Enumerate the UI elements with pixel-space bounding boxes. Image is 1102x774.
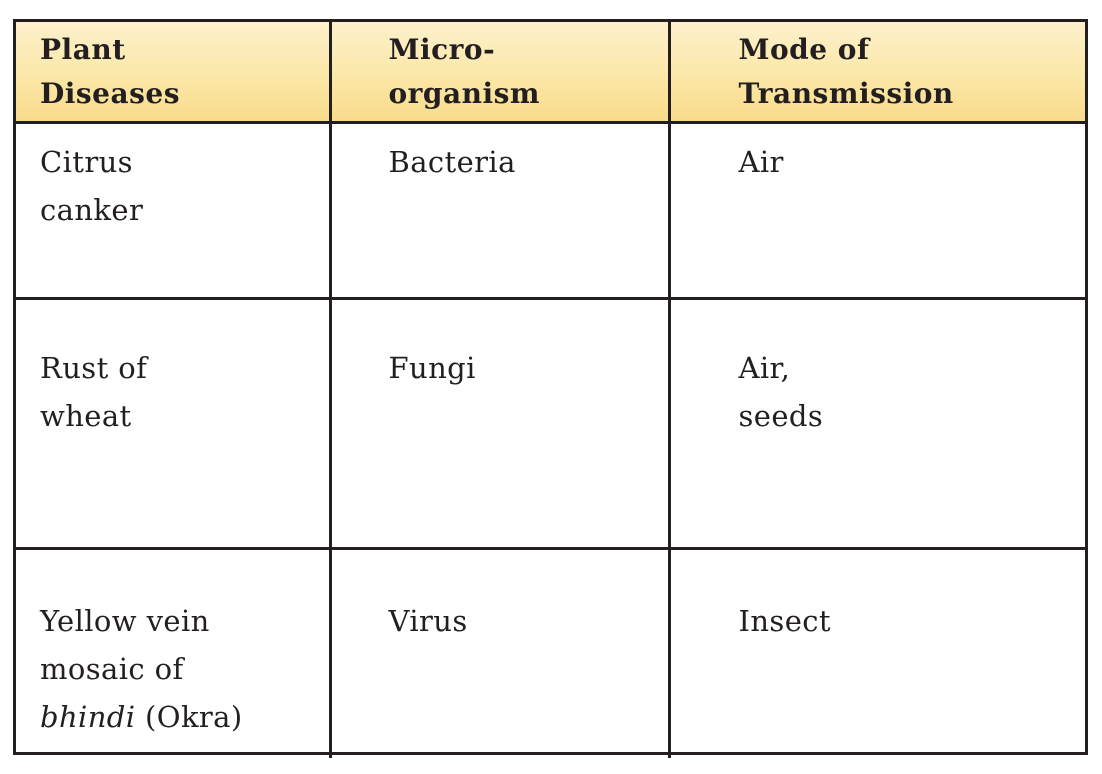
table-header-row: Plant Diseases Micro- organism Mode of T…	[16, 22, 1085, 124]
disease-cell: Yellow vein mosaic of bhindi (Okra)	[16, 546, 332, 758]
transmission-cell: Air	[667, 120, 1085, 300]
disease-name-italic: bhindi	[40, 699, 136, 734]
table-row: Rust of wheat Fungi Air, seeds	[16, 296, 1085, 550]
header-mode-of-transmission: Mode of Transmission	[667, 22, 1085, 124]
transmission-cell: Insect	[667, 546, 1085, 758]
table-row: Yellow vein mosaic of bhindi (Okra) Viru…	[16, 546, 1085, 758]
header-microorganism: Micro- organism	[328, 22, 671, 124]
disease-cell: Rust of wheat	[16, 296, 332, 550]
disease-name-lines: Yellow vein mosaic of	[40, 603, 210, 686]
table-grid: Plant Diseases Micro- organism Mode of T…	[16, 22, 1085, 758]
disease-name-suffix: (Okra)	[135, 699, 243, 734]
header-plant-diseases: Plant Diseases	[16, 22, 332, 124]
microorganism-cell: Fungi	[328, 296, 671, 550]
transmission-cell: Air, seeds	[667, 296, 1085, 550]
microorganism-cell: Bacteria	[328, 120, 671, 300]
disease-cell: Citrus canker	[16, 120, 332, 300]
microorganism-cell: Virus	[328, 546, 671, 758]
plant-diseases-table: Plant Diseases Micro- organism Mode of T…	[13, 19, 1088, 758]
table-row: Citrus canker Bacteria Air	[16, 120, 1085, 300]
